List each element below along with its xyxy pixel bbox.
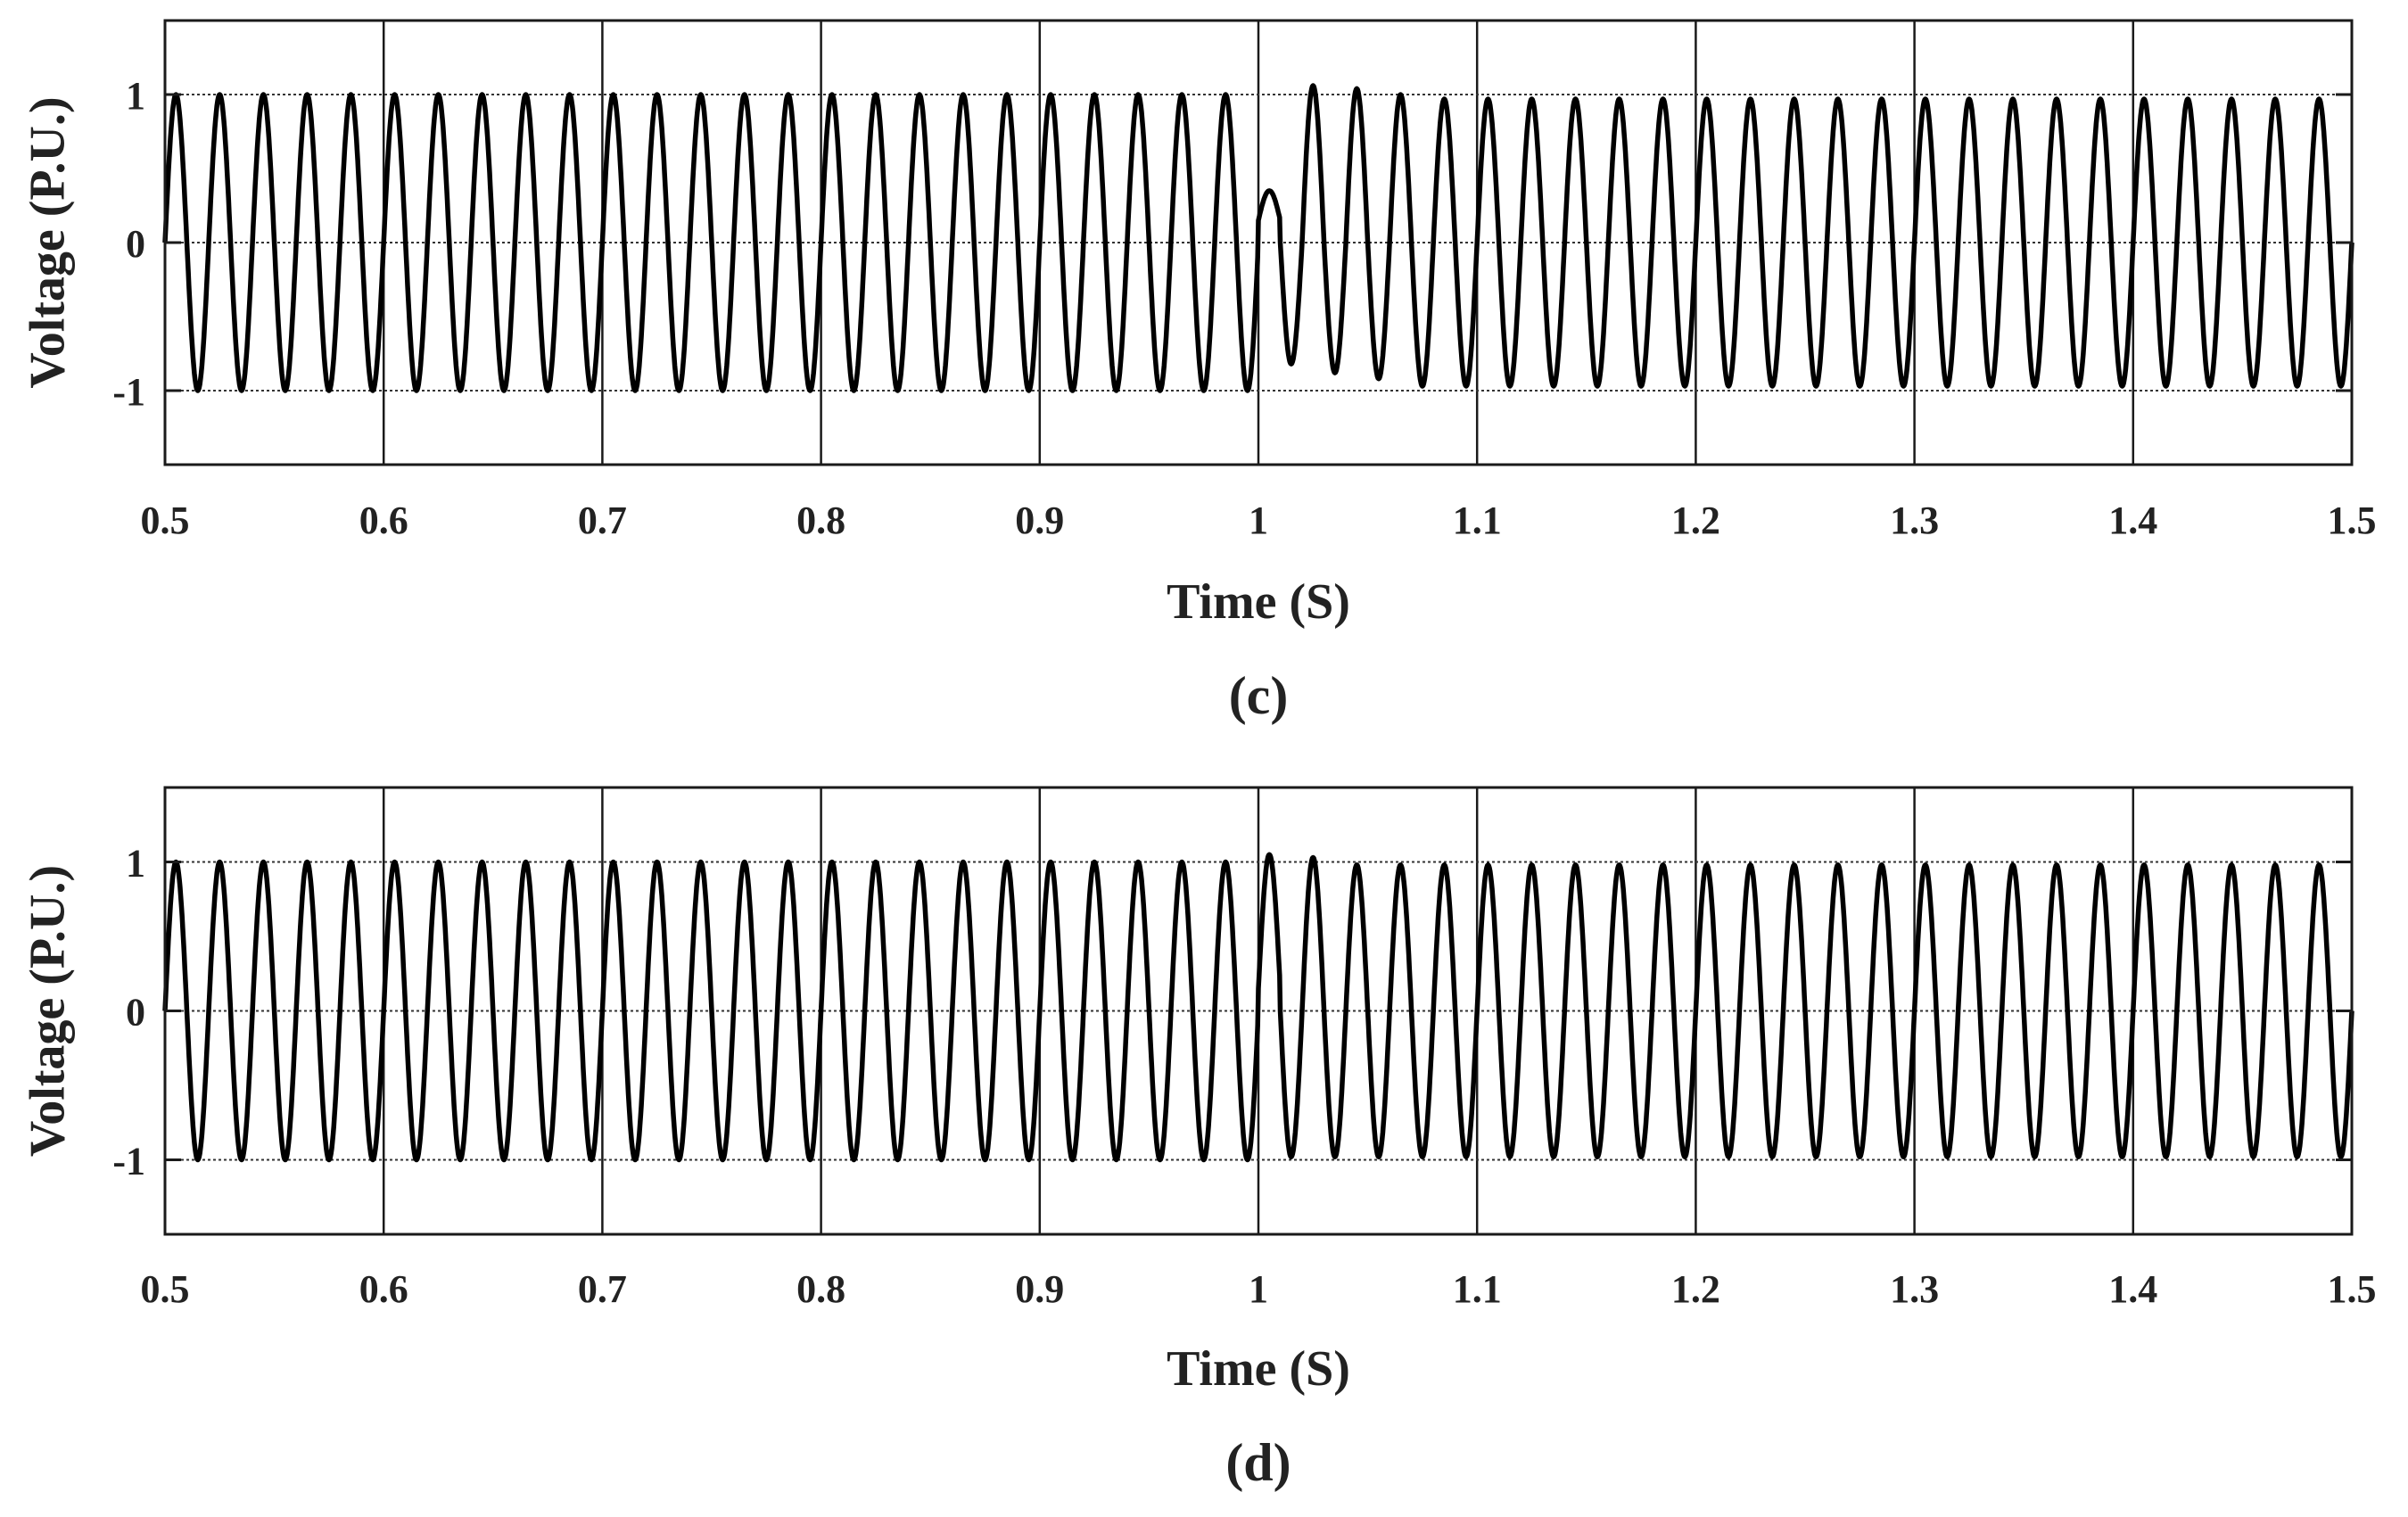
tick-marks <box>165 93 2352 392</box>
y-tick-label: -1 <box>112 1140 145 1183</box>
y-tick-label: 0 <box>126 991 145 1035</box>
y-tick-label: 1 <box>126 74 145 118</box>
y-tick-label: 0 <box>126 222 145 266</box>
x-tick-label: 0.6 <box>359 499 408 542</box>
voltage-trace <box>162 852 2354 1163</box>
x-tick-label: 1.4 <box>2108 499 2157 542</box>
x-tick-labels: 0.5 0.6 0.7 0.8 0.9 1 1.1 1.2 1.3 1.4 1.5 <box>141 1267 2377 1311</box>
x-tick-label: 0.7 <box>578 1267 627 1311</box>
x-tick-label: 1 <box>1249 499 1268 542</box>
x-tick-label: 1.3 <box>1890 1267 1939 1311</box>
x-tick-label: 1.2 <box>1671 499 1720 542</box>
tick-marks <box>165 861 2352 1161</box>
x-tick-label: 1.3 <box>1890 499 1939 542</box>
chart-panel-d: 0.5 0.6 0.7 0.8 0.9 1 1.1 1.2 1.3 1.4 1.5 1 0 -1 Tim… <box>21 786 2377 1492</box>
x-tick-label: 1.5 <box>2328 499 2377 542</box>
x-axis-label: Time (S) <box>1167 1341 1350 1397</box>
y-tick-labels: 1 0 -1 <box>112 74 145 414</box>
voltage-trace <box>162 83 2354 393</box>
x-tick-label: 0.6 <box>359 1267 408 1311</box>
x-tick-label: 0.9 <box>1015 499 1064 542</box>
x-tick-label: 0.9 <box>1015 1267 1064 1311</box>
x-tick-label: 1 <box>1249 1267 1268 1311</box>
x-tick-label: 1.1 <box>1453 499 1502 542</box>
chart-panel-c: 0.5 0.6 0.7 0.8 0.9 1 1.1 1.2 1.3 1.4 1.5 1 0 -1 Tim… <box>21 19 2377 725</box>
panel-caption: (d) <box>1225 1433 1291 1492</box>
y-tick-label: -1 <box>112 370 145 414</box>
x-tick-labels: 0.5 0.6 0.7 0.8 0.9 1 1.1 1.2 1.3 1.4 1.5 <box>141 499 2377 542</box>
y-tick-label: 1 <box>126 842 145 886</box>
panel-caption: (c) <box>1229 666 1289 725</box>
x-tick-label: 1.1 <box>1453 1267 1502 1311</box>
y-tick-labels: 1 0 -1 <box>112 842 145 1183</box>
x-tick-label: 0.8 <box>796 499 845 542</box>
x-tick-label: 0.8 <box>796 1267 845 1311</box>
y-axis-label: Voltage (P.U.) <box>21 96 76 388</box>
x-tick-label: 0.5 <box>141 499 190 542</box>
x-tick-label: 1.4 <box>2108 1267 2157 1311</box>
x-tick-label: 0.5 <box>141 1267 190 1311</box>
x-tick-label: 1.2 <box>1671 1267 1720 1311</box>
x-tick-label: 0.7 <box>578 499 627 542</box>
y-axis-label: Voltage (P.U.) <box>21 865 76 1157</box>
x-axis-label: Time (S) <box>1167 574 1350 630</box>
x-tick-label: 1.5 <box>2328 1267 2377 1311</box>
